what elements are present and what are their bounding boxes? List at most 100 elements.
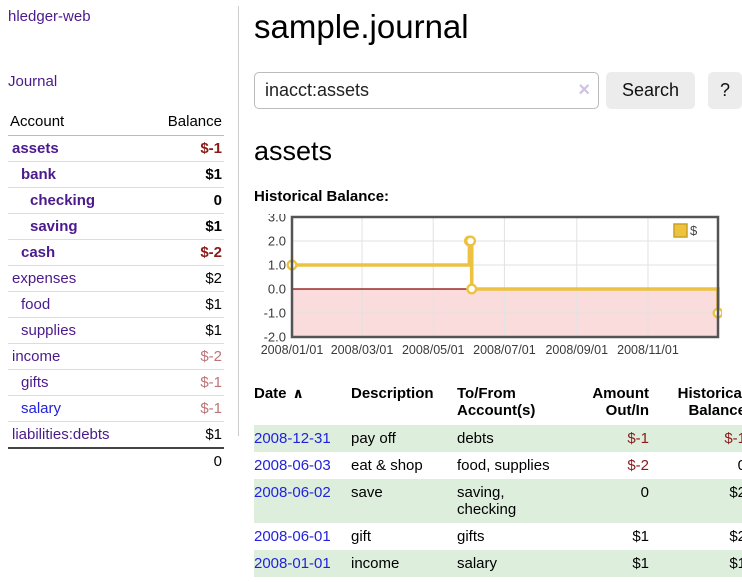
transaction-description: gift <box>351 528 372 545</box>
account-row: assets $-1 <box>8 136 224 162</box>
clear-search-icon[interactable]: × <box>578 79 591 101</box>
account-link-food[interactable]: food <box>21 296 51 313</box>
transaction-balance: $2 <box>729 528 742 545</box>
column-header-balance: Historical Balance <box>677 385 742 419</box>
account-balance: $1 <box>146 317 224 344</box>
sidebar-nav: Journal <box>8 73 232 90</box>
account-row: food $1 <box>8 291 224 318</box>
transaction-amount: 0 <box>557 479 649 523</box>
search-field-wrap: × <box>254 72 600 109</box>
account-row: liabilities:debts $1 <box>8 421 224 448</box>
svg-text:2008/03/01: 2008/03/01 <box>331 343 394 357</box>
column-header-date[interactable]: Date ∧ <box>254 385 304 402</box>
transaction-description: income <box>351 550 457 577</box>
historical-balance-chart: 3.0 2.0 1.0 0.0 -1.0 -2.0 2008/01/01 2008/03/01… <box>254 210 742 367</box>
account-balance: $2 <box>146 265 224 292</box>
register-table: Date ∧ Description To/From Account(s) Amo… <box>254 383 742 577</box>
account-link-salary[interactable]: salary <box>21 400 62 417</box>
app-title: hledger-web <box>8 8 232 25</box>
transaction-balance: $-1 <box>649 425 742 452</box>
svg-text:0.0: 0.0 <box>268 282 286 297</box>
transaction-row[interactable]: 2008-06-02 save saving, checking 0 $2 <box>254 479 742 523</box>
account-balance: $-1 <box>146 395 224 422</box>
search-input[interactable] <box>254 72 600 109</box>
transaction-description: pay off <box>351 425 457 452</box>
account-link-supplies[interactable]: supplies <box>21 322 77 339</box>
account-balance: $-1 <box>200 140 222 157</box>
transaction-description: save <box>351 479 457 523</box>
search-bar: × Search ? <box>254 72 742 109</box>
nav-journal-link[interactable]: Journal <box>8 73 58 90</box>
account-row: salary $-1 <box>8 395 224 422</box>
transaction-accounts: gifts <box>457 528 485 545</box>
transaction-date: 2008-12-31 <box>254 425 351 452</box>
accounts-table: Account Balance assets $-1 bank $1 checking 0… <box>8 110 224 474</box>
transaction-date-link[interactable]: 2008-06-02 <box>254 484 331 501</box>
chart-legend-label: $ <box>690 223 698 238</box>
account-row: income $-2 <box>8 343 224 370</box>
transaction-description: eat & shop <box>351 457 423 474</box>
account-link-saving[interactable]: saving <box>30 218 78 235</box>
accounts-header-account: Account <box>8 110 147 136</box>
transaction-row[interactable]: 2008-12-31 pay off debts $-1 $-1 <box>254 425 742 452</box>
account-balance: 0 <box>146 187 224 214</box>
account-balance: $1 <box>146 213 224 240</box>
account-link-expenses[interactable]: expenses <box>12 270 77 287</box>
account-link-income[interactable]: income <box>12 348 61 365</box>
transaction-amount: $-2 <box>627 457 649 474</box>
account-row: supplies $1 <box>8 317 224 344</box>
transaction-amount: $-1 <box>557 425 649 452</box>
transaction-row[interactable]: 2008-06-01 gift gifts $1 $2 <box>254 523 742 550</box>
transaction-accounts: debts <box>457 425 557 452</box>
column-header-description: Description <box>351 385 434 402</box>
register-header-row: Date ∧ Description To/From Account(s) Amo… <box>254 383 742 425</box>
app-title-link[interactable]: hledger-web <box>8 8 91 25</box>
transaction-date: 2008-06-03 <box>254 452 351 479</box>
transaction-date-link[interactable]: 2008-06-03 <box>254 457 331 474</box>
main-content: sample.journal × Search ? assets Histori… <box>239 6 742 577</box>
svg-text:1.0: 1.0 <box>268 258 286 273</box>
svg-text:2008/09/01: 2008/09/01 <box>545 343 608 357</box>
accounts-total-row: 0 <box>8 447 224 474</box>
account-row: bank $1 <box>8 161 224 188</box>
account-balance: $-2 <box>146 343 224 370</box>
page-title: sample.journal <box>254 8 469 45</box>
svg-text:3.0: 3.0 <box>268 214 286 225</box>
account-link-gifts[interactable]: gifts <box>21 374 49 391</box>
account-balance: $1 <box>146 291 224 318</box>
svg-text:2008/07/01: 2008/07/01 <box>473 343 536 357</box>
svg-text:-2.0: -2.0 <box>264 330 286 345</box>
sidebar: hledger-web Journal Account Balance asse… <box>8 6 239 474</box>
transaction-date-link[interactable]: 2008-12-31 <box>254 430 331 447</box>
column-header-accounts: To/From Account(s) <box>457 385 536 419</box>
transaction-date-link[interactable]: 2008-06-01 <box>254 528 331 545</box>
account-link-bank[interactable]: bank <box>21 166 57 183</box>
account-row: gifts $-1 <box>8 369 224 396</box>
account-link-liabilities-debts[interactable]: liabilities:debts <box>12 426 110 443</box>
transaction-accounts: saving, checking <box>457 479 557 523</box>
svg-text:2008/11/01: 2008/11/01 <box>617 343 679 357</box>
svg-text:-1.0: -1.0 <box>264 306 286 321</box>
transaction-row[interactable]: 2008-06-03 eat & shop food, supplies $-2 0 <box>254 452 742 479</box>
account-balance: $-1 <box>146 369 224 396</box>
search-button[interactable]: Search <box>606 72 696 109</box>
account-row: saving $1 <box>8 213 224 240</box>
help-button[interactable]: ? <box>708 72 742 109</box>
account-heading: assets <box>254 136 333 166</box>
transaction-accounts: salary <box>457 550 557 577</box>
accounts-header-balance: Balance <box>146 110 224 136</box>
account-link-assets[interactable]: assets <box>12 140 59 157</box>
transaction-date: 2008-06-01 <box>254 523 351 550</box>
transaction-date-link[interactable]: 2008-01-01 <box>254 555 331 572</box>
account-link-checking[interactable]: checking <box>30 192 96 209</box>
chart-title: Historical Balance: <box>254 188 390 205</box>
transaction-row[interactable]: 2008-01-01 income salary $1 $1 <box>254 550 742 577</box>
account-balance: $1 <box>146 161 224 188</box>
transaction-balance: 0 <box>737 457 742 474</box>
sort-ascending-icon: ∧ <box>292 385 304 401</box>
account-row: cash $-2 <box>8 239 224 266</box>
accounts-total-balance: 0 <box>146 447 224 474</box>
svg-text:2.0: 2.0 <box>268 234 286 249</box>
account-link-cash[interactable]: cash <box>21 244 56 261</box>
